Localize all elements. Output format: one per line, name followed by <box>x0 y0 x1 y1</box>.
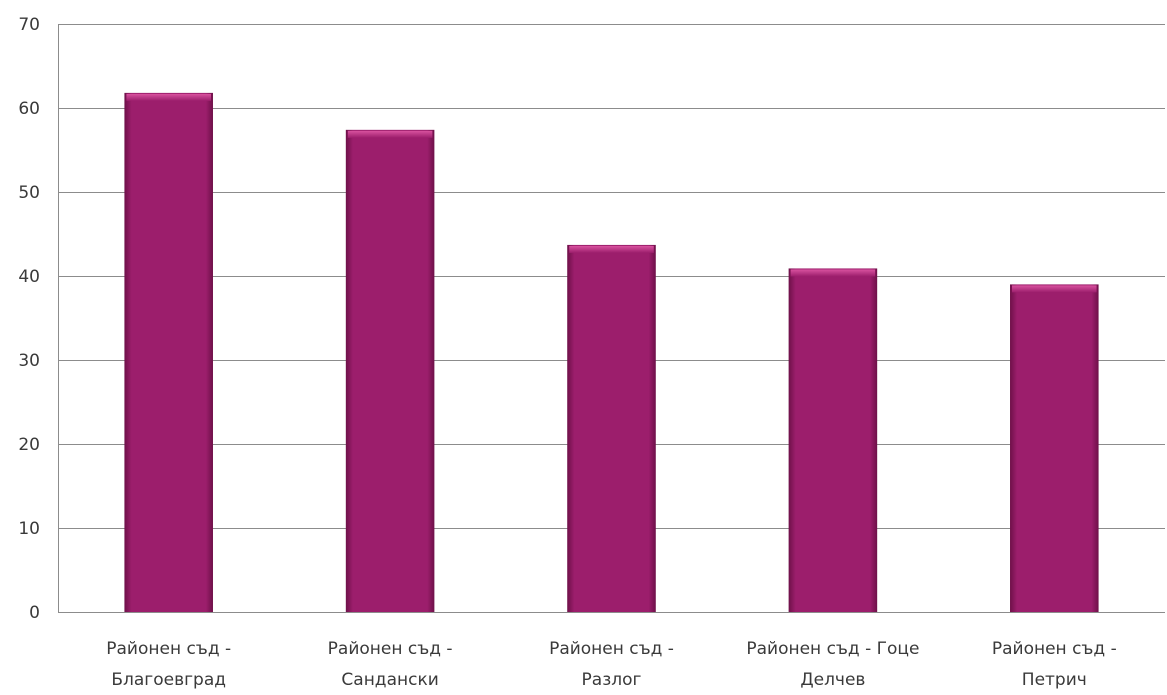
y-tick-label: 60 <box>18 99 40 119</box>
bar-cap <box>1012 285 1097 293</box>
y-tick-label: 50 <box>18 183 40 203</box>
bars <box>124 92 1099 613</box>
y-tick-label: 20 <box>18 435 40 455</box>
y-tick-label: 30 <box>18 351 40 371</box>
category-label: Районен съд -Благоевград <box>106 639 231 690</box>
y-axis-tick-labels: 0 10 20 30 40 50 60 70 <box>18 15 40 623</box>
bar <box>345 129 435 612</box>
bar-body <box>788 268 878 612</box>
category-label: Районен съд -Петрич <box>992 639 1117 690</box>
category-label: Районен съд -Сандански <box>328 639 453 690</box>
category-label: Районен съд -Разлог <box>549 639 674 690</box>
bar-body <box>124 92 213 612</box>
category-label: Районен съд - Гоце Делчев <box>746 639 919 690</box>
bar <box>567 244 656 613</box>
bar <box>1010 284 1099 612</box>
bar-cap <box>126 93 211 101</box>
bar-body <box>567 244 656 613</box>
bar-cap <box>790 269 876 277</box>
y-tick-label: 10 <box>18 519 40 539</box>
bar <box>788 268 878 612</box>
bar <box>124 92 213 612</box>
bar-body <box>345 129 435 612</box>
bar-cap <box>569 245 654 253</box>
bar-cap <box>347 130 433 138</box>
bar-body <box>1010 284 1099 612</box>
x-axis-category-labels: Районен съд -Благоевград Районен съд -Сан… <box>106 639 1116 690</box>
y-tick-label: 0 <box>29 603 40 623</box>
y-tick-label: 40 <box>18 267 40 287</box>
y-tick-label: 70 <box>18 15 40 35</box>
